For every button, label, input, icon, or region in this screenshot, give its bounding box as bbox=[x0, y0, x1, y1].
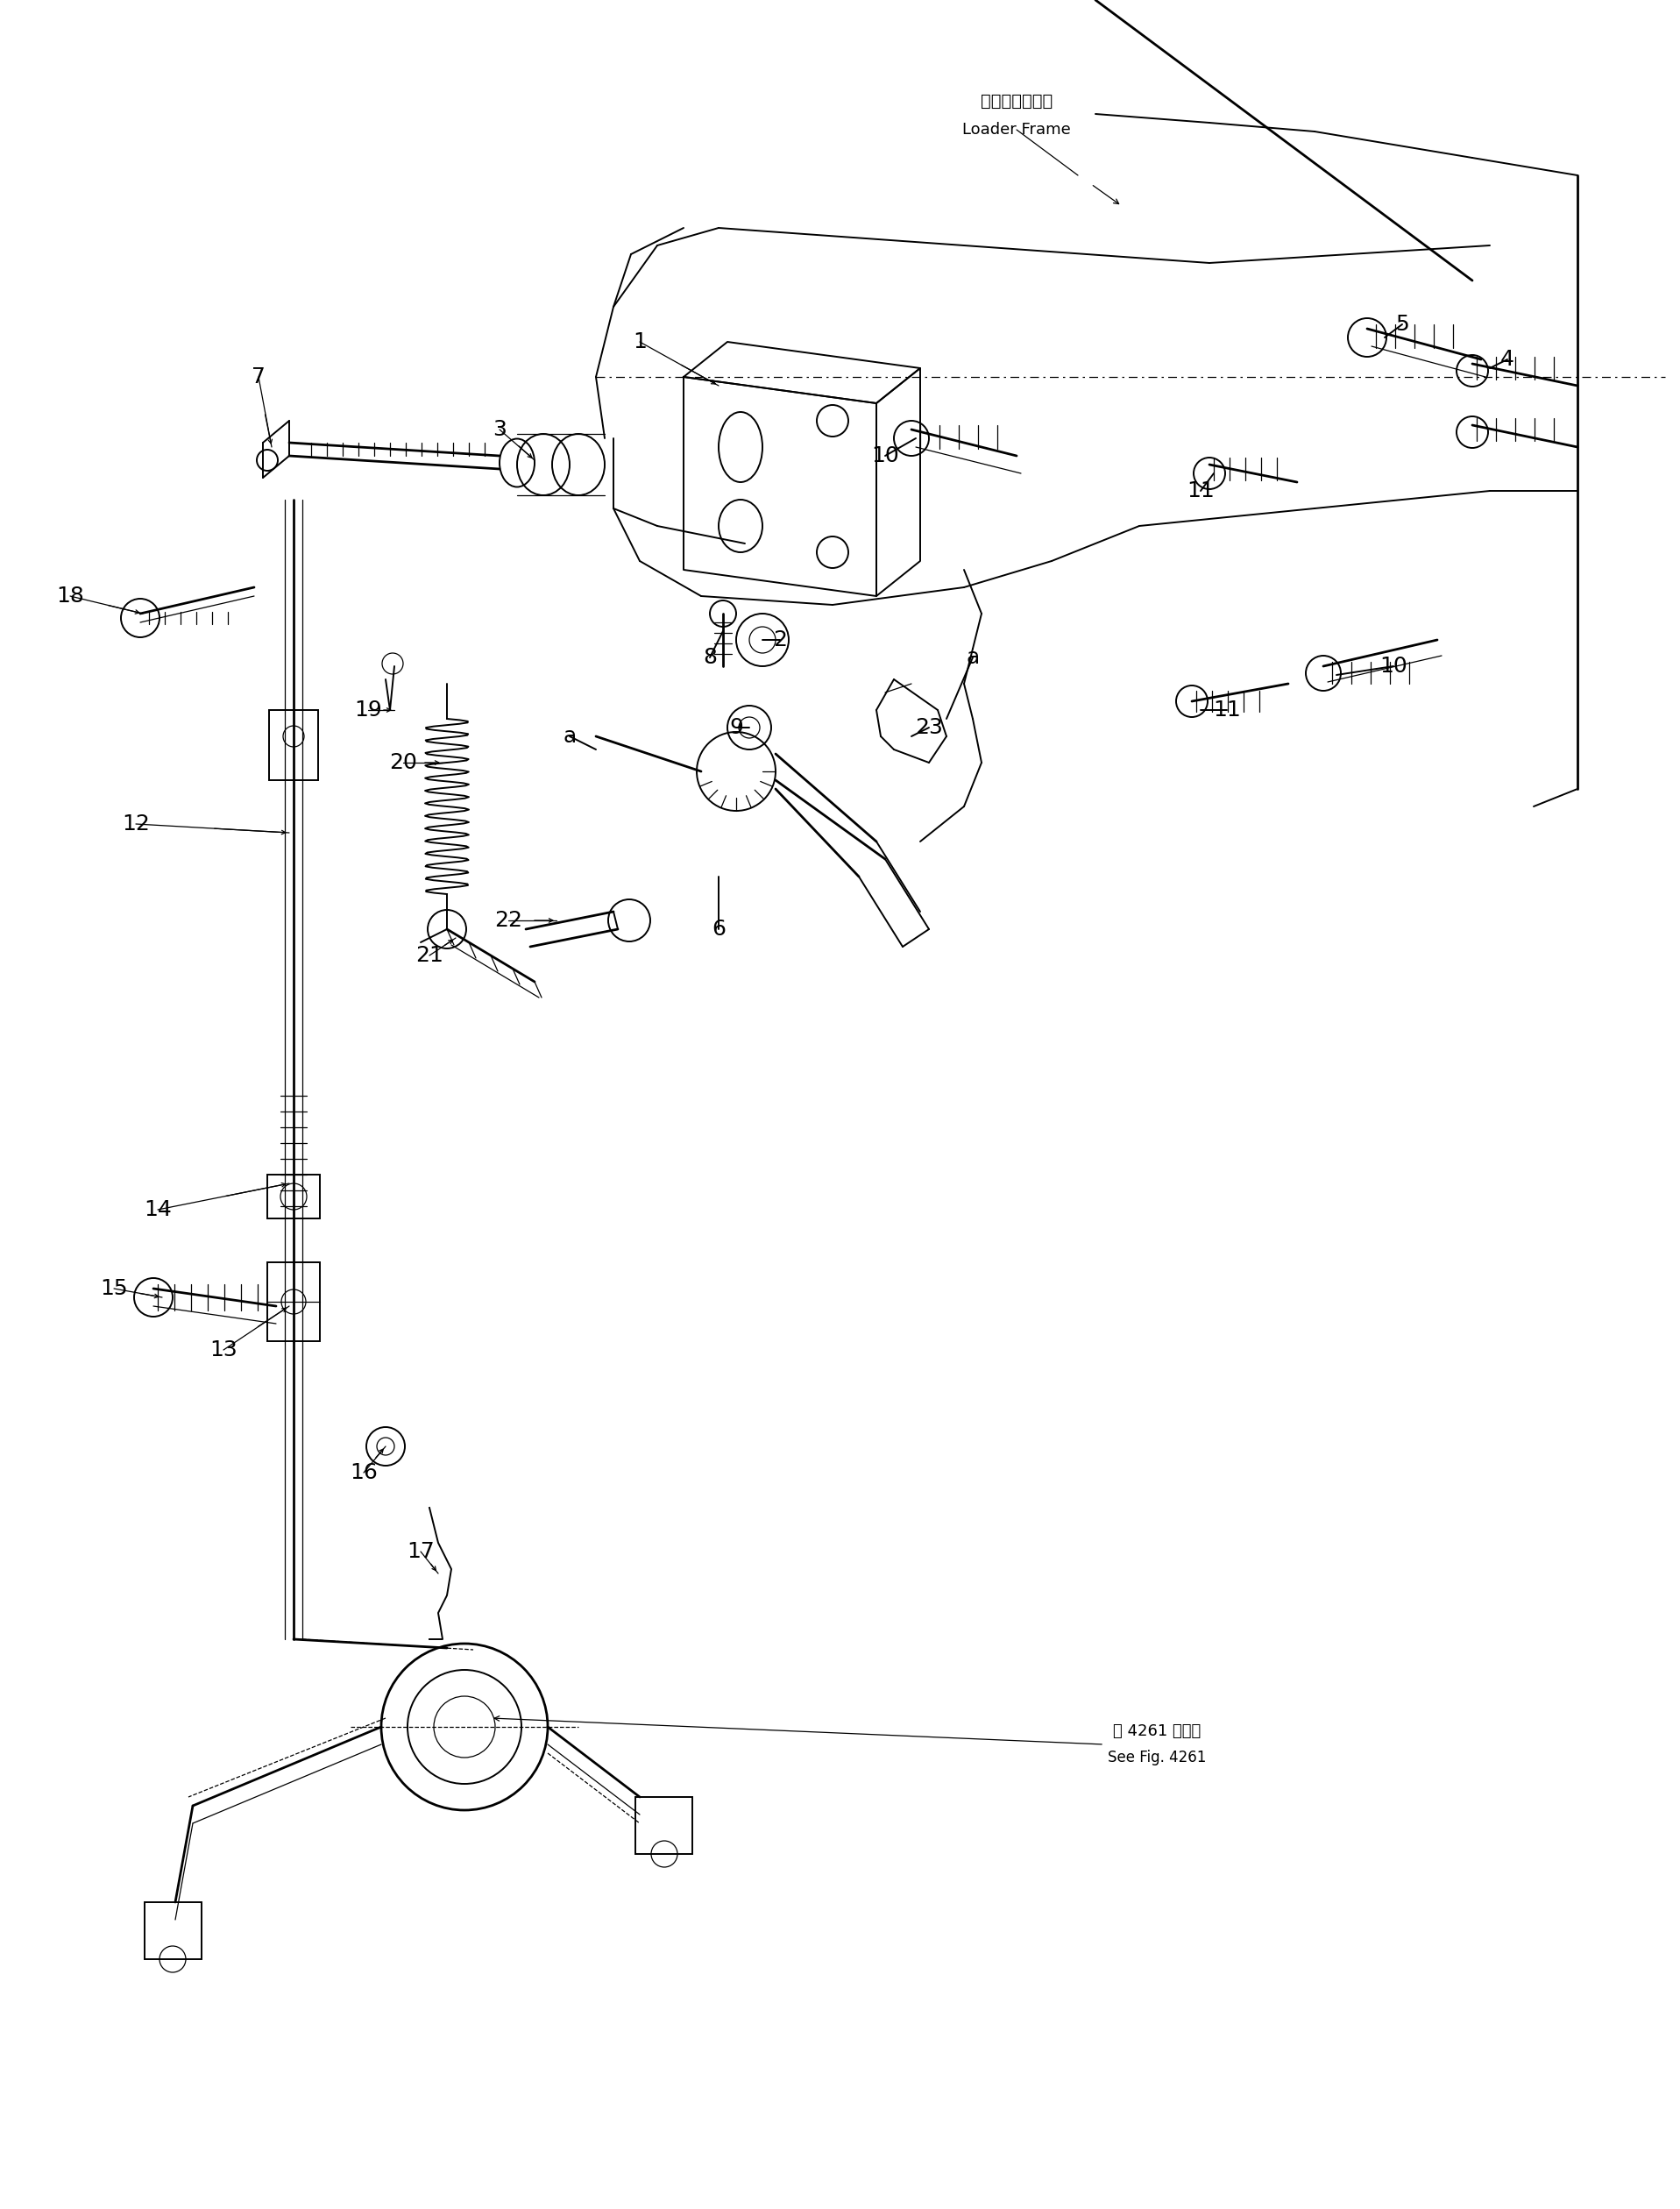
Bar bbox=[269, 709, 318, 780]
Text: 1: 1 bbox=[633, 331, 647, 353]
Text: 8: 8 bbox=[702, 647, 717, 667]
Text: 5: 5 bbox=[1396, 314, 1410, 336]
Text: Loader Frame: Loader Frame bbox=[963, 121, 1070, 137]
Bar bbox=[144, 1902, 202, 1959]
Text: 11: 11 bbox=[1213, 700, 1242, 720]
Text: See Fig. 4261: See Fig. 4261 bbox=[1107, 1750, 1206, 1765]
Text: 9: 9 bbox=[729, 718, 743, 738]
Text: 13: 13 bbox=[210, 1339, 237, 1361]
Text: 7: 7 bbox=[252, 367, 265, 387]
Text: 14: 14 bbox=[144, 1199, 171, 1219]
Text: 2: 2 bbox=[773, 630, 786, 649]
Text: 16: 16 bbox=[349, 1462, 378, 1482]
Text: 17: 17 bbox=[407, 1542, 435, 1562]
Text: 19: 19 bbox=[354, 700, 381, 720]
Text: ローダフレーム: ローダフレーム bbox=[981, 93, 1053, 108]
Text: 15: 15 bbox=[101, 1279, 128, 1299]
Bar bbox=[267, 1175, 319, 1219]
Text: 11: 11 bbox=[1186, 479, 1215, 501]
Text: 第 4261 図参照: 第 4261 図参照 bbox=[1112, 1723, 1201, 1738]
Text: 10: 10 bbox=[1379, 656, 1408, 676]
Text: 22: 22 bbox=[494, 910, 522, 930]
Text: 23: 23 bbox=[916, 718, 942, 738]
Text: 10: 10 bbox=[872, 446, 899, 466]
Text: a: a bbox=[966, 647, 979, 667]
Text: 12: 12 bbox=[123, 813, 150, 835]
Text: 18: 18 bbox=[55, 585, 84, 607]
Text: 21: 21 bbox=[415, 945, 444, 965]
Text: 3: 3 bbox=[492, 420, 506, 440]
Text: 6: 6 bbox=[712, 919, 726, 939]
Text: 4: 4 bbox=[1500, 349, 1514, 369]
Bar bbox=[635, 1796, 692, 1853]
Text: a: a bbox=[563, 727, 576, 747]
Text: 20: 20 bbox=[390, 751, 417, 773]
Bar bbox=[267, 1261, 319, 1341]
